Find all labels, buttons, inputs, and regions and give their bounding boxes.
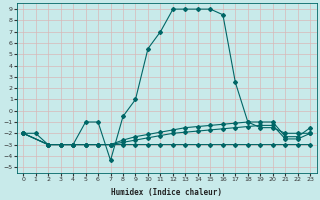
X-axis label: Humidex (Indice chaleur): Humidex (Indice chaleur) — [111, 188, 222, 197]
